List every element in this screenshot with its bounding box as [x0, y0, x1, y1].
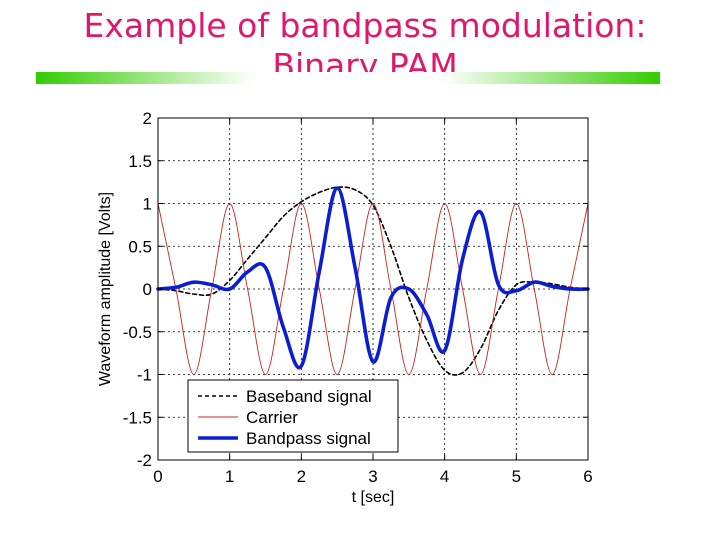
- y-tick-label: 0.5: [128, 237, 152, 256]
- x-tick-label: 3: [368, 467, 377, 486]
- y-tick-label: -1.5: [123, 408, 152, 427]
- y-tick-label: -0.5: [123, 323, 152, 342]
- y-tick-label: -1: [137, 366, 152, 385]
- series-line-baseband-signal: [157, 186, 589, 376]
- series-line-carrier: [157, 203, 589, 375]
- legend: Baseband signal Carrier Bandpass signal: [187, 379, 399, 453]
- x-tick-label: 1: [225, 467, 234, 486]
- y-tick-label: -2: [137, 451, 152, 470]
- title-underline-bar: [36, 72, 660, 84]
- x-tick-label: 6: [583, 467, 592, 486]
- x-axis-label: t [sec]: [352, 489, 395, 506]
- y-tick-label: 1.5: [128, 152, 152, 171]
- slide-title-line-1: Example of bandpass modulation:: [83, 6, 647, 45]
- y-tick-label: 0: [143, 280, 152, 299]
- legend-box: [187, 379, 399, 453]
- x-tick-label: 2: [297, 467, 306, 486]
- legend-label: Baseband signal: [246, 387, 372, 406]
- y-tick-label: 1: [143, 195, 152, 214]
- y-tick-label: 2: [143, 109, 152, 128]
- slide-title: Example of bandpass modulation: Binary P…: [40, 6, 690, 86]
- x-tick-label: 0: [153, 467, 162, 486]
- legend-label: Bandpass signal: [246, 429, 371, 448]
- series-line-bandpass-signal: [156, 186, 590, 370]
- x-tick-label: 4: [440, 467, 449, 486]
- x-tick-label: 5: [512, 467, 521, 486]
- legend-label: Carrier: [246, 408, 298, 427]
- y-axis-label: Waveform amplitude [Volts]: [97, 192, 114, 386]
